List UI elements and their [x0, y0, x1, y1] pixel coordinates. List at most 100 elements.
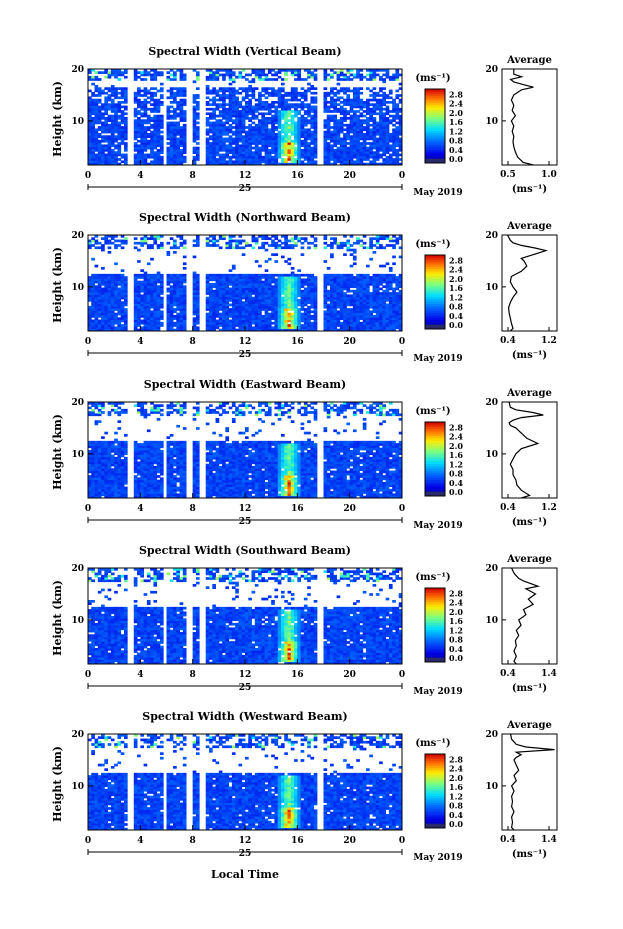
heatmap-cell: [228, 246, 233, 250]
heatmap-cell: [277, 246, 282, 250]
heatmap-cell: [140, 155, 144, 159]
heatmap: [88, 235, 403, 332]
heatmap-cell: [362, 126, 367, 129]
heatmap-cell: [254, 117, 259, 120]
heatmap-cell: [245, 276, 249, 279]
heatmap-cell: [267, 135, 272, 138]
heatmap-cell: [205, 128, 210, 132]
heatmap-cell: [362, 303, 367, 307]
heatmap-cell: [235, 280, 239, 284]
heatmap-cell: [339, 101, 344, 104]
heatmap-cell: [143, 285, 148, 288]
heatmap-cell: [94, 287, 99, 291]
heatmap-cell: [395, 155, 400, 159]
heatmap-cell: [173, 241, 177, 245]
heatmap-cell: [307, 149, 311, 152]
heatmap-cell: [146, 155, 151, 159]
heatmap-cell: [323, 260, 328, 263]
heatmap-cell: [215, 296, 220, 300]
heatmap-cell: [179, 292, 184, 295]
heatmap-cell: [120, 114, 125, 118]
heatmap-cell: [156, 328, 161, 332]
heatmap-cell: [146, 285, 151, 288]
heatmap-cell: [123, 160, 128, 164]
heatmap-cell: [169, 114, 174, 118]
heatmap-cell: [88, 324, 92, 327]
heatmap-cell: [261, 73, 266, 77]
heatmap-cell: [238, 153, 243, 157]
heatmap-cell: [248, 317, 252, 320]
heatmap-cell: [209, 89, 213, 93]
heatmap-cell: [369, 103, 373, 106]
heatmap-cell: [195, 78, 200, 81]
heatmap-cell: [333, 101, 337, 104]
heatmap-cell: [169, 149, 174, 152]
heatmap-cell: [228, 273, 233, 277]
heatmap-cell: [248, 144, 252, 148]
heatmap-cell: [166, 130, 171, 134]
heatmap-cell: [382, 139, 387, 143]
heatmap-cell: [352, 101, 357, 104]
heatmap-cell: [379, 126, 383, 129]
heatmap-cell: [261, 78, 266, 81]
heatmap-cell: [182, 305, 187, 309]
heatmap-cell: [215, 308, 220, 311]
heatmap-cell: [300, 119, 305, 122]
heatmap-cell: [238, 246, 243, 250]
heatmap-cell: [264, 235, 269, 238]
heatmap-cell: [110, 155, 115, 159]
heatmap-cell: [362, 135, 367, 138]
heatmap-cell: [91, 151, 95, 154]
heatmap-cell: [88, 149, 92, 152]
heatmap-cell: [110, 101, 115, 104]
heatmap-cell: [238, 101, 243, 104]
heatmap-cell: [372, 283, 377, 286]
heatmap-cell: [205, 123, 210, 127]
heatmap-cell: [91, 146, 95, 150]
heatmap-cell: [179, 71, 184, 74]
heatmap-cell: [104, 303, 109, 307]
heatmap-cell: [97, 110, 102, 113]
heatmap-cell: [212, 87, 216, 90]
heatmap-cell: [159, 162, 164, 166]
heatmap-cell: [343, 107, 347, 111]
heatmap-cell: [366, 87, 370, 90]
heatmap-cell: [156, 142, 161, 145]
heatmap-cell: [356, 276, 360, 279]
heatmap-cell: [258, 96, 262, 100]
heatmap-cell: [110, 308, 115, 311]
heatmap-cell: [153, 283, 158, 286]
heatmap-cell: [323, 296, 328, 300]
heatmap-cell: [369, 149, 373, 152]
heatmap-cell: [356, 75, 360, 79]
heatmap-cell: [248, 89, 252, 93]
heatmap-cell: [287, 128, 292, 132]
heatmap-cell: [323, 321, 328, 325]
heatmap-cell: [385, 69, 390, 72]
heatmap-cell: [261, 112, 266, 116]
heatmap-cell: [195, 137, 200, 141]
heatmap-cell: [248, 287, 252, 291]
heatmap-cell: [228, 276, 233, 279]
heatmap-cell: [336, 139, 341, 143]
heatmap-cell: [166, 162, 171, 166]
heatmap-cell: [107, 278, 112, 282]
heatmap-cell: [388, 137, 393, 141]
heatmap-cell: [137, 117, 141, 120]
heatmap-cell: [88, 319, 92, 323]
heatmap-cell: [336, 276, 341, 279]
heatmap-cell: [274, 315, 279, 318]
heatmap-cell: [225, 94, 230, 97]
heatmap-cell: [159, 289, 164, 293]
heatmap-cell: [143, 121, 148, 125]
heatmap-cell: [398, 121, 403, 125]
heatmap-cell: [218, 276, 223, 279]
heatmap-cell: [123, 142, 128, 145]
heatmap-cell: [182, 296, 187, 300]
heatmap-cell: [231, 326, 236, 330]
heatmap-cell: [182, 133, 187, 136]
heatmap-cell: [359, 312, 364, 316]
heatmap-cell: [254, 239, 259, 243]
heatmap-cell: [366, 123, 370, 127]
heatmap-cell: [110, 299, 115, 302]
